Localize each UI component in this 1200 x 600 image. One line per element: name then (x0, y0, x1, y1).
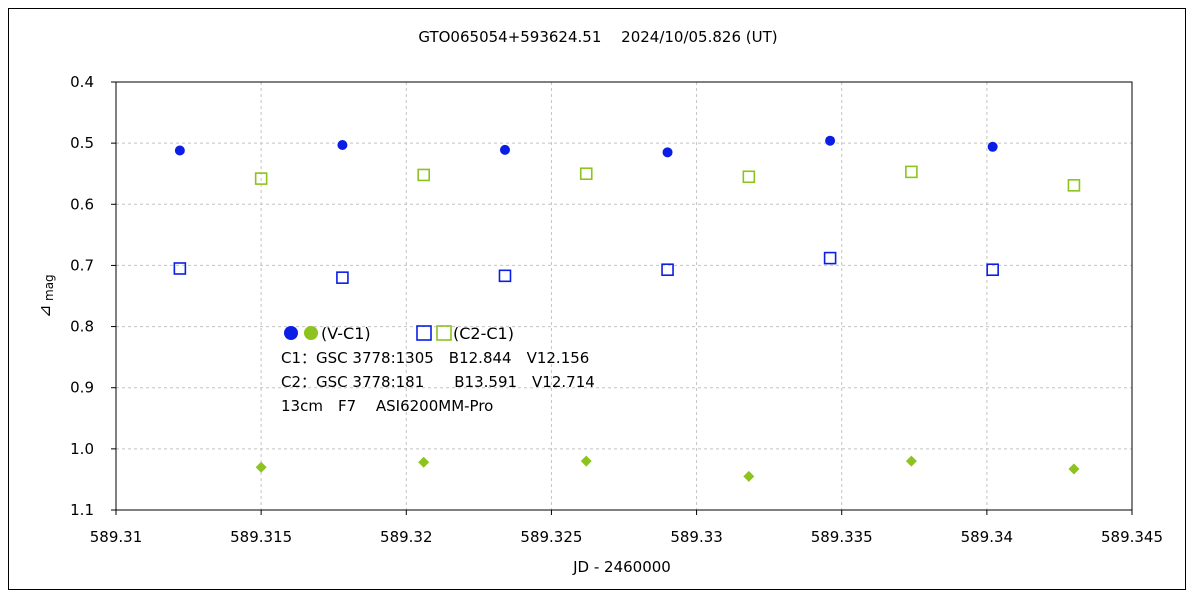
point-vc1-green (580, 455, 592, 467)
y-tick-label: 1.0 (70, 440, 94, 458)
point-c2c1-blue (173, 262, 187, 275)
y-axis-label-main: ⊿ (35, 305, 54, 318)
data-marks (173, 135, 1081, 482)
point-c2c1-blue (661, 263, 674, 277)
legend-c2c1-green-marker (436, 325, 452, 341)
y-axis-label: ⊿ mag (35, 274, 56, 318)
y-tick-label: 0.9 (70, 379, 94, 397)
point-c2c1-green (742, 170, 756, 184)
point-c2c1-blue (498, 269, 512, 283)
x-tick-label: 589.315 (230, 528, 292, 546)
y-tick-label: 0.6 (70, 195, 94, 213)
x-tick-label: 589.335 (811, 528, 873, 546)
x-axis-label: JD - 2460000 (572, 558, 671, 576)
point-c2c1-green (417, 168, 431, 182)
x-tick-label: 589.345 (1101, 528, 1163, 546)
x-tick-label: 589.33 (670, 528, 723, 546)
point-c2c1-green (579, 167, 593, 181)
legend-line-c1: C1：GSC 3778:1305 B12.844 V12.156 (281, 349, 589, 367)
point-vc1-blue (987, 141, 998, 152)
point-c2c1-green (1067, 179, 1081, 192)
point-vc1-blue (174, 145, 185, 156)
legend-line-c2: C2：GSC 3778:181 B13.591 V12.714 (281, 373, 595, 391)
y-tick-label: 0.7 (70, 256, 94, 274)
chart-title: GTO065054+593624.51 2024/10/05.826 (UT) (418, 28, 777, 46)
point-c2c1-blue (336, 271, 349, 284)
legend: (V-C1) (C2-C1) C1：GSC 3778:1305 B12.844 … (281, 324, 595, 415)
point-vc1-blue (662, 147, 673, 158)
y-axis: 0.4 0.5 0.6 0.7 0.8 0.9 1.0 1.1 (70, 73, 116, 519)
legend-c2c1-blue-marker (416, 325, 432, 341)
point-vc1-blue (499, 144, 510, 155)
y-axis-label-sub: mag (42, 274, 56, 301)
point-vc1-green (905, 455, 917, 467)
y-tick-label: 1.1 (70, 501, 94, 519)
point-vc1-green (1068, 463, 1080, 475)
y-tick-label: 0.5 (70, 134, 94, 152)
x-tick-label: 589.325 (520, 528, 582, 546)
legend-vc1-blue-marker (284, 326, 298, 340)
point-vc1-green (418, 456, 430, 468)
x-tick-label: 589.32 (380, 528, 433, 546)
point-c2c1-blue (986, 263, 999, 277)
chart-frame (8, 8, 1186, 590)
point-vc1-blue (337, 139, 348, 150)
legend-c2c1-label: (C2-C1) (453, 324, 514, 343)
x-tick-label: 589.34 (961, 528, 1014, 546)
y-tick-label: 0.8 (70, 318, 94, 336)
y-tick-label: 0.4 (70, 73, 94, 91)
point-c2c1-green (905, 165, 918, 179)
plot-area (115, 81, 1133, 511)
point-vc1-blue (825, 135, 836, 146)
x-tick-label: 589.31 (90, 528, 143, 546)
grid-lines (116, 82, 1132, 510)
legend-line-instrument: 13cm F7 ASI6200MM-Pro (281, 397, 493, 415)
point-vc1-green (255, 461, 267, 473)
point-c2c1-green (254, 172, 268, 185)
legend-vc1-green-marker (304, 326, 318, 340)
legend-vc1-label: (V-C1) (321, 324, 371, 343)
x-axis: 589.31 589.315 589.32 589.325 589.33 589.335 5… (90, 510, 1163, 546)
point-c2c1-blue (823, 251, 837, 265)
point-vc1-green (743, 470, 755, 482)
